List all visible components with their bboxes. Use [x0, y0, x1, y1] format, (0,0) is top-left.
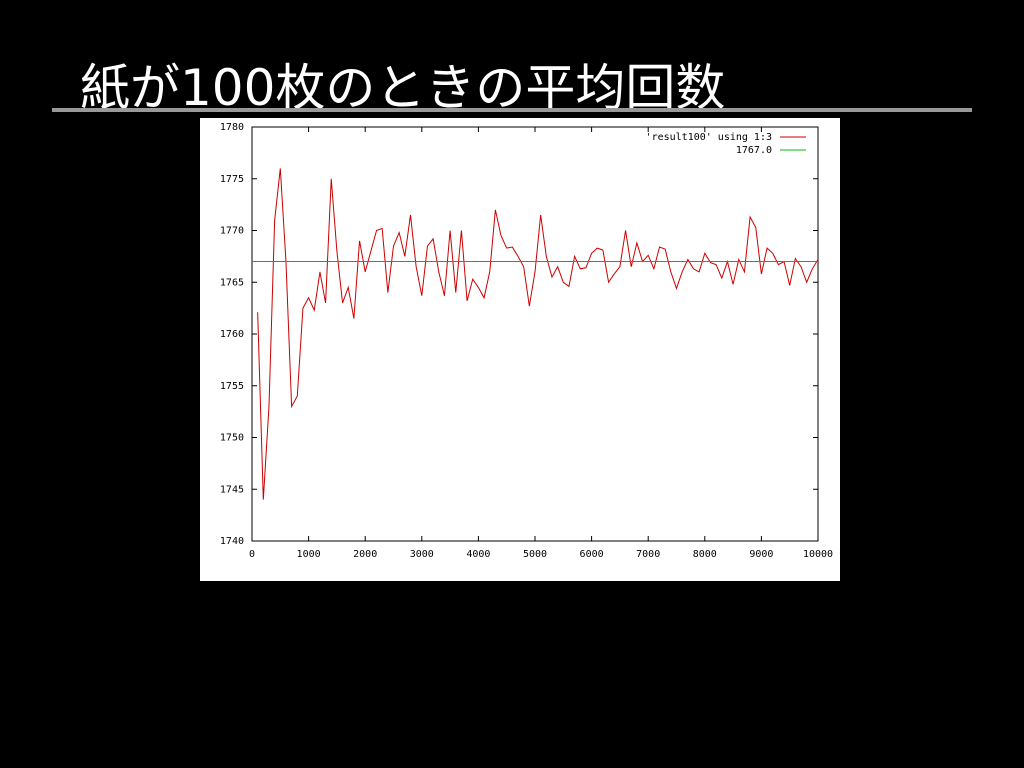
legend-label: 1767.0 — [736, 145, 772, 156]
y-tick-label: 1740 — [220, 536, 244, 547]
x-tick-label: 4000 — [466, 549, 490, 560]
x-tick-label: 1000 — [297, 549, 321, 560]
x-tick-label: 10000 — [803, 549, 833, 560]
y-tick-label: 1765 — [220, 277, 244, 288]
y-tick-label: 1775 — [220, 174, 244, 185]
y-tick-label: 1770 — [220, 226, 244, 237]
x-tick-label: 8000 — [693, 549, 717, 560]
y-tick-label: 1780 — [220, 122, 244, 133]
x-tick-label: 3000 — [410, 549, 434, 560]
x-tick-label: 7000 — [636, 549, 660, 560]
x-tick-label: 5000 — [523, 549, 547, 560]
x-tick-label: 6000 — [580, 549, 604, 560]
y-tick-label: 1760 — [220, 329, 244, 340]
y-tick-label: 1750 — [220, 433, 244, 444]
x-tick-label: 9000 — [749, 549, 773, 560]
x-tick-label: 0 — [249, 549, 255, 560]
y-tick-label: 1745 — [220, 484, 244, 495]
chart-background — [200, 118, 840, 581]
y-tick-label: 1755 — [220, 381, 244, 392]
legend-label: 'result100' using 1:3 — [646, 132, 772, 143]
x-tick-label: 2000 — [353, 549, 377, 560]
